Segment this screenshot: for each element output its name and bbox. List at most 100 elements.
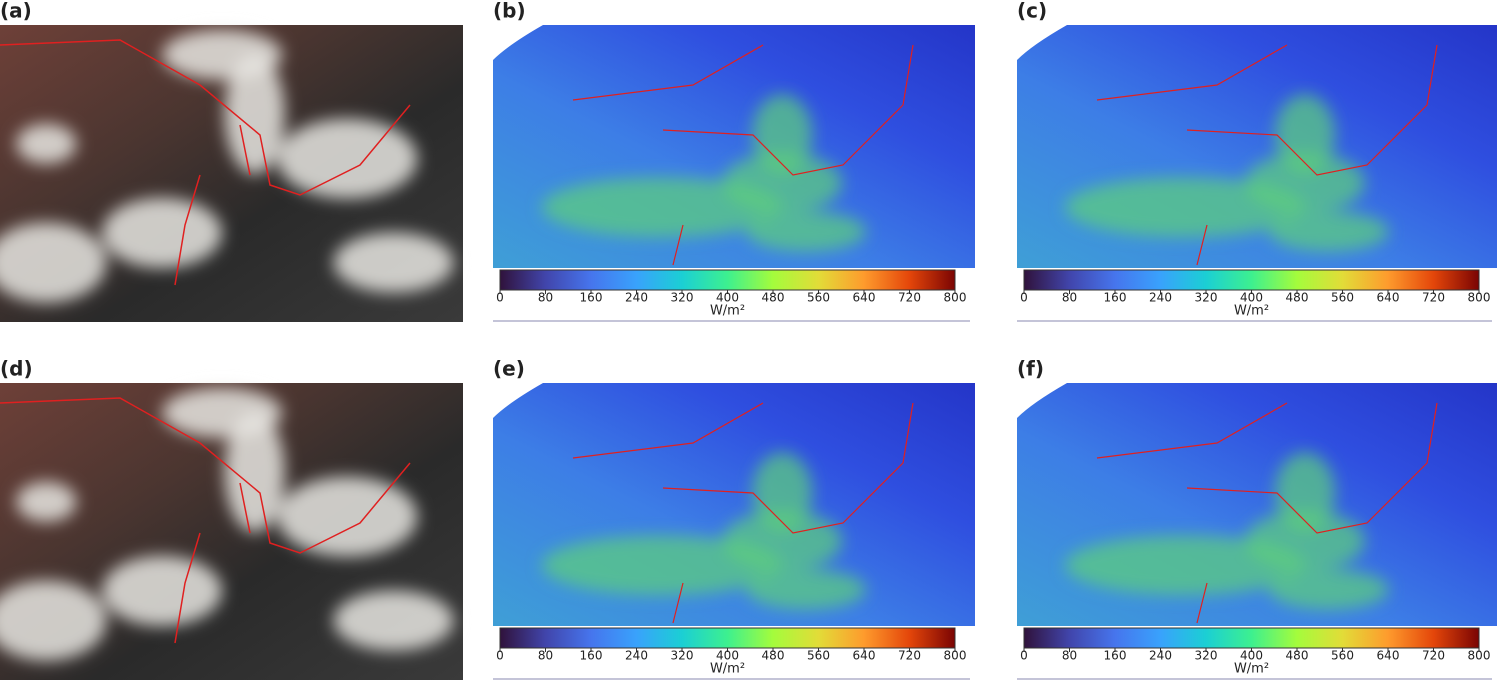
tick-label: 400 <box>716 649 739 663</box>
tick-label: 640 <box>1377 649 1400 663</box>
tick-label: 640 <box>1377 291 1400 305</box>
patch <box>1275 452 1335 533</box>
panel: (b) 0 80 160 240 320 400 480 560 640 720 800 W/m² <box>493 0 975 322</box>
tick-label: 640 <box>853 649 876 663</box>
cloud <box>224 54 285 175</box>
colorbar <box>499 627 956 649</box>
tick-label: 80 <box>538 291 553 305</box>
tick-label: 720 <box>898 291 921 305</box>
no-data <box>493 25 543 60</box>
patch <box>1269 569 1389 610</box>
tick-label: 320 <box>1195 649 1218 663</box>
coastline <box>572 402 914 624</box>
cloud <box>16 481 77 522</box>
cloud <box>333 232 454 293</box>
patch <box>1065 177 1305 238</box>
tick-label: 800 <box>944 291 967 305</box>
patch <box>752 94 813 175</box>
cloud <box>277 476 418 557</box>
colorbar-label: W/m² <box>1234 662 1269 677</box>
no-data <box>1017 383 1067 418</box>
cloud <box>0 580 107 661</box>
tick-label: 560 <box>1331 649 1354 663</box>
tick-label: 160 <box>580 649 603 663</box>
patch <box>722 152 843 213</box>
tick-label: 560 <box>807 291 830 305</box>
high-flux <box>1065 452 1389 610</box>
tick-label: 80 <box>538 649 553 663</box>
patch <box>746 211 867 252</box>
cloud <box>102 555 223 626</box>
panel-label: (c) <box>1017 0 1047 23</box>
tick-label: 240 <box>1149 649 1172 663</box>
patch <box>541 177 782 238</box>
tick-label: 560 <box>807 649 830 663</box>
panel-label: (f) <box>1017 357 1044 381</box>
colorbar-label: W/m² <box>710 304 745 319</box>
tick-label: 80 <box>1062 291 1077 305</box>
no-data <box>493 383 543 418</box>
patch <box>1245 152 1365 213</box>
coastline <box>1096 44 1438 266</box>
tick-label: 800 <box>1468 649 1491 663</box>
coastline <box>1096 402 1438 624</box>
tick-label: 0 <box>1020 291 1028 305</box>
panel: (f) 0 80 160 240 320 400 480 560 640 720 800 W/m² <box>1017 357 1497 680</box>
panel-label: (e) <box>493 357 525 381</box>
tick-label: 560 <box>1331 291 1354 305</box>
cloud <box>102 197 223 268</box>
colorbar <box>1023 269 1480 291</box>
patch <box>746 569 867 610</box>
tick-label: 160 <box>1104 649 1127 663</box>
flux-image <box>1017 25 1497 268</box>
tick-label: 400 <box>1240 291 1263 305</box>
tick-label: 480 <box>762 291 785 305</box>
panel: (d) <box>0 357 463 680</box>
high-flux <box>1065 94 1389 252</box>
tick-label: 480 <box>1286 649 1309 663</box>
tick-label: 720 <box>898 649 921 663</box>
tick-label: 400 <box>1240 649 1263 663</box>
tick-label: 480 <box>1286 291 1309 305</box>
patch <box>541 535 782 596</box>
colorbar-label: W/m² <box>710 662 745 677</box>
panel-label: (b) <box>493 0 526 23</box>
cloud <box>333 590 454 651</box>
tick-label: 480 <box>762 649 785 663</box>
cloud <box>16 123 77 164</box>
patch <box>722 510 843 571</box>
tick-label: 640 <box>853 291 876 305</box>
high-flux <box>541 452 867 610</box>
patch <box>1245 510 1365 571</box>
coastline <box>0 39 411 286</box>
tick-label: 400 <box>716 291 739 305</box>
cloud <box>0 222 107 303</box>
colorbar <box>499 269 956 291</box>
patch <box>1065 535 1305 596</box>
tick-label: 720 <box>1422 291 1445 305</box>
tick-label: 80 <box>1062 649 1077 663</box>
flux-image <box>1017 383 1497 626</box>
cloud <box>224 412 285 533</box>
panel: (e) 0 80 160 240 320 400 480 560 640 720 800 W/m² <box>493 357 975 680</box>
colorbar-label: W/m² <box>1234 304 1269 319</box>
tick-label: 320 <box>671 649 694 663</box>
patch <box>1269 211 1389 252</box>
tick-label: 160 <box>580 291 603 305</box>
coastline <box>0 397 411 644</box>
cloud <box>277 118 418 199</box>
tick-label: 800 <box>1468 291 1491 305</box>
tick-label: 0 <box>496 291 504 305</box>
tick-label: 240 <box>625 291 648 305</box>
panel-label: (d) <box>0 357 33 381</box>
high-flux <box>541 94 867 252</box>
panel: (c) 0 80 160 240 320 400 480 560 640 720 800 W/m² <box>1017 0 1497 322</box>
tick-label: 0 <box>496 649 504 663</box>
patch <box>752 452 813 533</box>
panel: (a) <box>0 0 463 322</box>
tick-label: 0 <box>1020 649 1028 663</box>
panel-label: (a) <box>0 0 32 23</box>
coastline <box>572 44 914 266</box>
